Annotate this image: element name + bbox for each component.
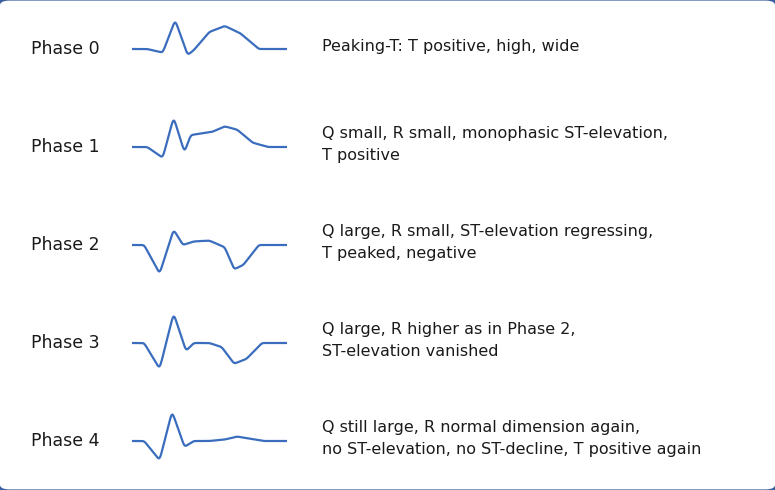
Text: Phase 1: Phase 1 bbox=[31, 138, 100, 156]
Text: Phase 4: Phase 4 bbox=[31, 432, 99, 450]
Text: Peaking-T: T positive, high, wide: Peaking-T: T positive, high, wide bbox=[322, 39, 579, 54]
Text: Q large, R small, ST-elevation regressing,
T peaked, negative: Q large, R small, ST-elevation regressin… bbox=[322, 224, 653, 261]
Text: Q still large, R normal dimension again,
no ST-elevation, no ST-decline, T posit: Q still large, R normal dimension again,… bbox=[322, 420, 701, 457]
Text: Q large, R higher as in Phase 2,
ST-elevation vanished: Q large, R higher as in Phase 2, ST-elev… bbox=[322, 322, 575, 359]
Text: Q small, R small, monophasic ST-elevation,
T positive: Q small, R small, monophasic ST-elevatio… bbox=[322, 126, 667, 163]
Text: Phase 3: Phase 3 bbox=[31, 334, 100, 352]
Text: Phase 2: Phase 2 bbox=[31, 236, 100, 254]
Text: Phase 0: Phase 0 bbox=[31, 40, 100, 58]
